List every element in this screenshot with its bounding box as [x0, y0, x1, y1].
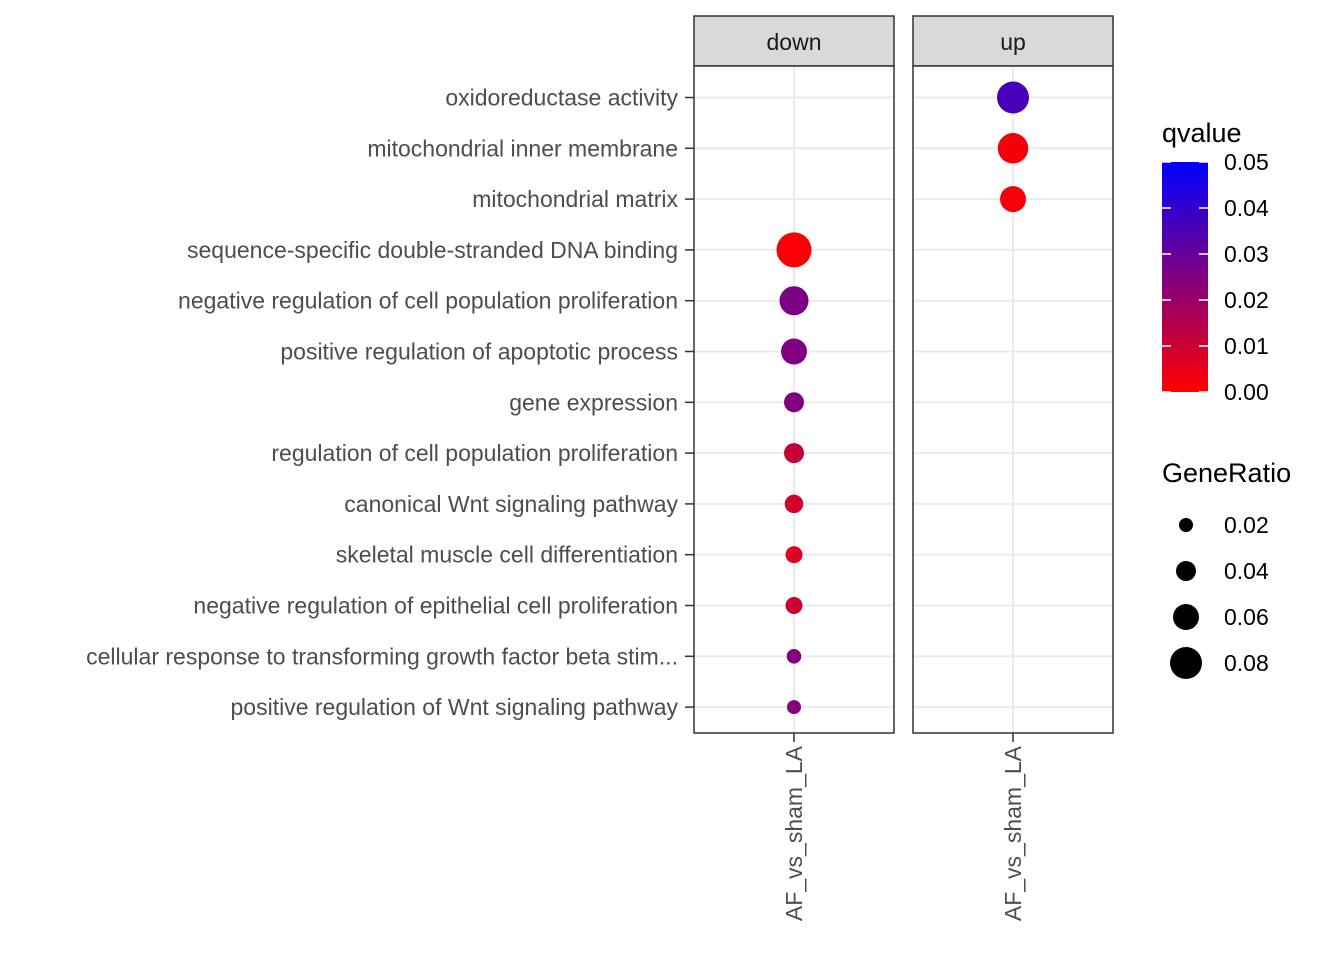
colorbar-tick-label: 0.04 — [1224, 195, 1269, 221]
qvalue-ticks: 0.00 0.01 0.02 0.03 0.04 0.05 — [1162, 149, 1269, 405]
data-point — [784, 494, 804, 514]
y-axis: oxidoreductase activity mitochondrial inn… — [86, 85, 694, 720]
size-key-label: 0.08 — [1224, 650, 1269, 676]
points-down — [776, 232, 812, 715]
y-tick-label: cellular response to transforming growth… — [86, 643, 678, 669]
data-point — [779, 286, 809, 316]
points-up — [997, 81, 1029, 213]
y-tick-label: positive regulation of Wnt signaling pat… — [231, 694, 679, 720]
size-key-dot — [1170, 647, 1202, 679]
facet-strip-down: down — [693, 15, 895, 67]
data-point — [997, 133, 1029, 164]
data-point — [785, 597, 803, 614]
colorbar-tick-label: 0.00 — [1224, 379, 1269, 405]
data-point — [785, 546, 803, 564]
colorbar-tick-label: 0.01 — [1224, 333, 1269, 359]
facet-label-down: down — [767, 29, 822, 55]
x-tick-label-up: AF_vs_sham_LA — [1000, 745, 1026, 921]
y-tick-label: negative regulation of cell population p… — [178, 288, 678, 314]
data-point — [786, 649, 802, 664]
y-tick-label: mitochondrial inner membrane — [367, 135, 678, 161]
size-key-dot — [1176, 561, 1196, 581]
data-point — [784, 443, 804, 464]
size-key-label: 0.02 — [1224, 512, 1269, 538]
y-tick-label: regulation of cell population proliferat… — [271, 440, 678, 466]
generatio-legend-title: GeneRatio — [1162, 458, 1291, 488]
y-tick-label: negative regulation of epithelial cell p… — [193, 593, 678, 619]
facet-strip-up: up — [912, 15, 1114, 67]
size-key-label: 0.04 — [1224, 558, 1269, 584]
data-point — [781, 338, 807, 365]
qvalue-colorbar — [1162, 162, 1208, 392]
facet-label-up: up — [1000, 29, 1026, 55]
colorbar-tick-label: 0.02 — [1224, 287, 1269, 313]
y-tick-label: canonical Wnt signaling pathway — [344, 491, 678, 517]
size-key-dot — [1179, 518, 1193, 532]
x-tick-label-down: AF_vs_sham_LA — [781, 745, 807, 921]
y-tick-label: mitochondrial matrix — [472, 186, 678, 212]
gridlines-down — [694, 66, 894, 733]
panel-up — [912, 65, 1114, 734]
data-point — [787, 700, 801, 715]
data-point — [997, 81, 1029, 114]
generatio-legend: GeneRatio 0.02 0.04 0.06 0.08 — [1162, 458, 1291, 679]
gridlines-up — [913, 66, 1113, 733]
y-tick-label: sequence-specific double-stranded DNA bi… — [187, 237, 678, 263]
x-axis-down: AF_vs_sham_LA — [781, 733, 807, 921]
data-point — [776, 232, 812, 268]
data-point — [784, 392, 804, 413]
panel-down — [693, 65, 895, 734]
y-tick-label: skeletal muscle cell differentiation — [336, 542, 678, 568]
y-tick-label: positive regulation of apoptotic process — [280, 339, 678, 365]
data-point — [1000, 186, 1026, 213]
colorbar-tick-label: 0.05 — [1224, 149, 1269, 175]
qvalue-legend: qvalue 0.00 0.01 0.02 0.03 0.04 0.05 — [1162, 118, 1269, 405]
y-tick-label: oxidoreductase activity — [445, 85, 678, 111]
qvalue-legend-title: qvalue — [1162, 118, 1242, 148]
y-tick-label: gene expression — [509, 389, 678, 415]
colorbar-tick-label: 0.03 — [1224, 241, 1269, 267]
size-key-label: 0.06 — [1224, 604, 1269, 630]
size-key-dot — [1173, 604, 1199, 630]
x-axis-up: AF_vs_sham_LA — [1000, 733, 1026, 921]
generatio-keys: 0.02 0.04 0.06 0.08 — [1170, 512, 1269, 679]
